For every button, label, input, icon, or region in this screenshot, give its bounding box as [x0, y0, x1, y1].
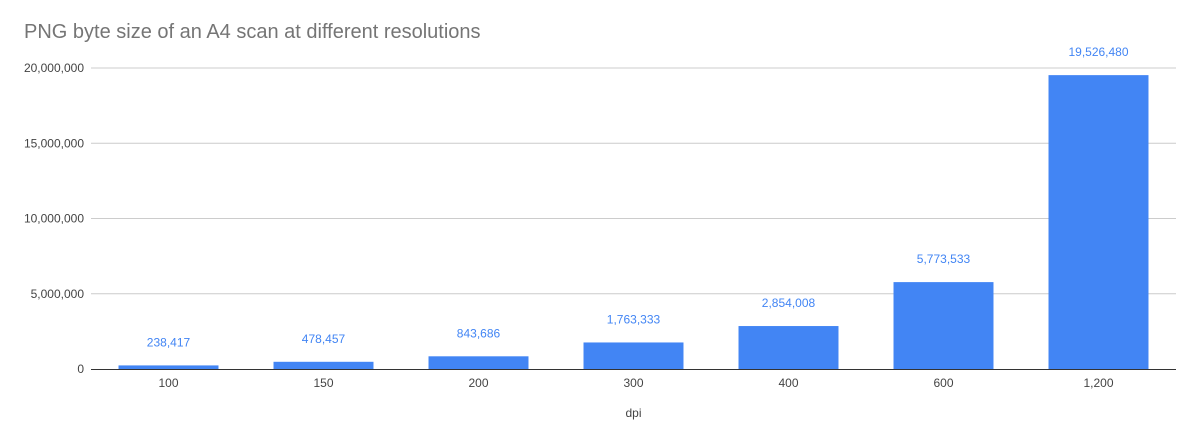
x-tick-label: 150 — [313, 376, 333, 390]
bar — [428, 356, 529, 369]
x-tick-label: 200 — [468, 376, 488, 390]
x-tick-label: 1,200 — [1083, 376, 1113, 390]
data-label: 19,526,480 — [1068, 45, 1128, 59]
data-label: 238,417 — [147, 335, 191, 349]
bar — [1048, 75, 1149, 370]
chart-title: PNG byte size of an A4 scan at different… — [24, 21, 481, 43]
bar — [893, 282, 994, 369]
y-tick-label: 15,000,000 — [24, 136, 84, 150]
y-tick-label: 20,000,000 — [24, 61, 84, 75]
bar — [583, 342, 684, 369]
y-tick-label: 10,000,000 — [24, 212, 84, 226]
data-label: 5,773,533 — [917, 252, 971, 266]
bar — [738, 326, 839, 369]
data-labels: 238,417 478,457 843,686 1,763,333 2,854,008 5… — [147, 45, 1129, 349]
data-label: 2,854,008 — [762, 296, 816, 310]
bars — [118, 75, 1149, 370]
x-axis-tick-labels: 100 150 200 300 400 600 1,200 — [158, 376, 1113, 390]
gridlines — [91, 67, 1176, 295]
y-tick-label: 0 — [77, 362, 84, 376]
data-label: 478,457 — [302, 332, 346, 346]
x-axis-title: dpi — [625, 406, 641, 420]
bar — [118, 365, 219, 369]
x-tick-label: 300 — [623, 376, 643, 390]
y-tick-label: 5,000,000 — [31, 287, 85, 301]
x-tick-label: 100 — [158, 376, 178, 390]
data-label: 843,686 — [457, 326, 501, 340]
bar — [273, 361, 374, 369]
y-axis-tick-labels: 0 5,000,000 10,000,000 15,000,000 20,000,000 — [24, 61, 84, 376]
x-tick-label: 600 — [933, 376, 953, 390]
data-label: 1,763,333 — [607, 312, 661, 326]
x-tick-label: 400 — [778, 376, 798, 390]
